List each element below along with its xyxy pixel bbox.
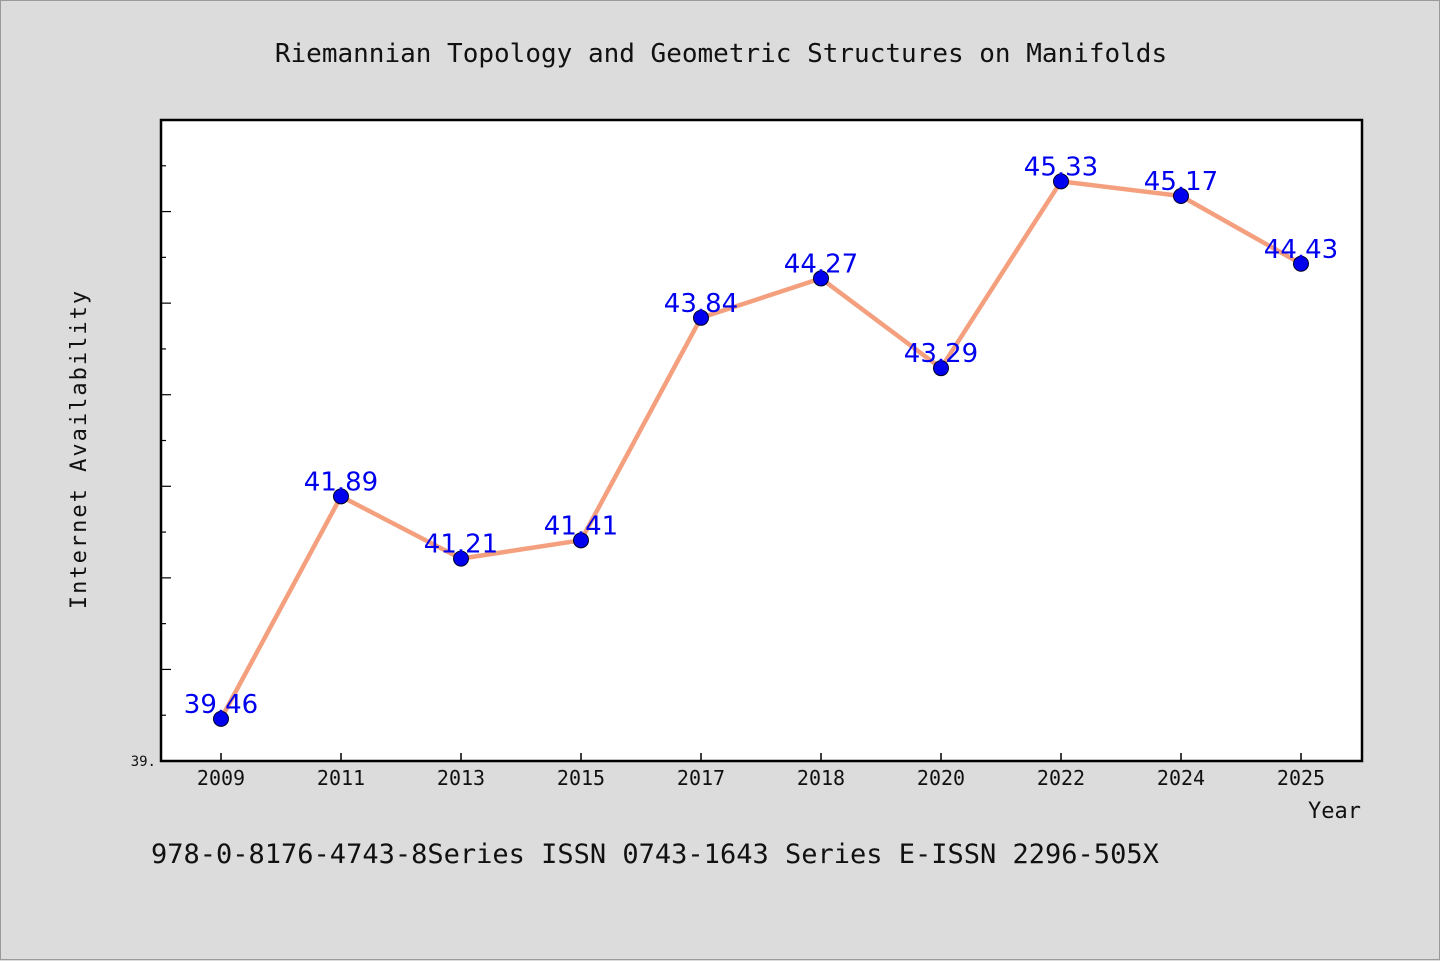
data-label: 45.33 xyxy=(1024,152,1098,182)
data-label: 43.29 xyxy=(904,339,978,369)
chart-title: Riemannian Topology and Geometric Struct… xyxy=(275,39,1167,69)
x-tick-label: 2018 xyxy=(797,766,845,790)
x-tick-label: 2017 xyxy=(677,766,725,790)
series-layer: 39.46 41.89 41.21 41.41 43.84 44.27 43.29 45.33… xyxy=(184,152,1338,727)
data-point xyxy=(573,532,589,549)
data-point xyxy=(693,309,709,326)
data-label: 41.89 xyxy=(304,467,378,497)
data-point xyxy=(453,550,469,567)
data-point xyxy=(1173,188,1189,205)
data-label: 39.46 xyxy=(184,690,258,720)
x-axis-ticks: 2009 2011 2013 2015 2017 2018 2020 2022 2024 2025 xyxy=(197,753,1325,790)
y-tick-label: 39. xyxy=(131,754,156,770)
data-point xyxy=(213,710,229,727)
data-label: 45.17 xyxy=(1144,167,1218,197)
data-label: 41.21 xyxy=(424,530,498,560)
y-axis-ticks xyxy=(161,165,171,716)
x-tick-label: 2024 xyxy=(1157,766,1205,790)
data-label: 44.27 xyxy=(784,249,858,279)
data-point xyxy=(1053,173,1069,190)
x-tick-label: 2022 xyxy=(1037,766,1085,790)
data-label: 41.41 xyxy=(544,511,618,541)
x-tick-label: 2009 xyxy=(197,766,245,790)
x-tick-label: 2011 xyxy=(317,766,365,790)
x-tick-label: 2020 xyxy=(917,766,965,790)
data-point xyxy=(1293,255,1309,272)
data-point xyxy=(933,360,949,377)
x-tick-label: 2025 xyxy=(1277,766,1325,790)
data-point xyxy=(333,488,349,505)
data-label: 44.43 xyxy=(1264,235,1338,265)
data-point xyxy=(813,270,829,287)
plot-area xyxy=(159,118,1364,763)
series-line xyxy=(219,179,1303,720)
x-axis-label: Year xyxy=(1308,799,1361,824)
x-tick-label: 2015 xyxy=(557,766,605,790)
y-axis-label: Internet Availability xyxy=(67,289,92,609)
data-label: 43.84 xyxy=(664,289,738,319)
footer-isbn-text: 978-0-8176-4743-8Series ISSN 0743-1643 S… xyxy=(151,839,1159,870)
x-tick-label: 2013 xyxy=(437,766,485,790)
